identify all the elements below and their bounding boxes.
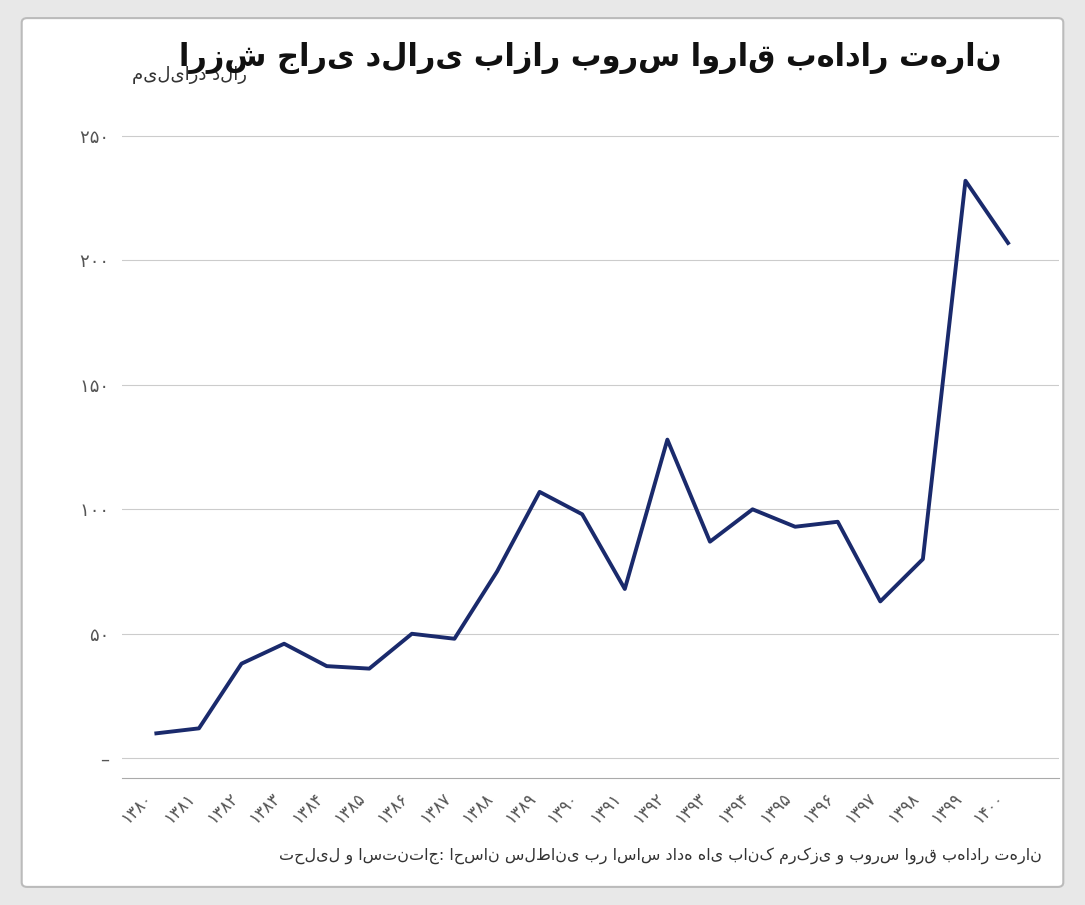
Text: تحلیل و استنتاج: احسان سلطانی بر اساس داده های بانک مرکزی و بورس اورق بهادار تهر: تحلیل و استنتاج: احسان سلطانی بر اساس دا… [279, 847, 1042, 864]
Title: ارزش جاری دلاری بازار بورس اوراق بهادار تهران: ارزش جاری دلاری بازار بورس اوراق بهادار … [179, 43, 1003, 74]
Text: میلیارد دلار: میلیارد دلار [131, 66, 246, 84]
